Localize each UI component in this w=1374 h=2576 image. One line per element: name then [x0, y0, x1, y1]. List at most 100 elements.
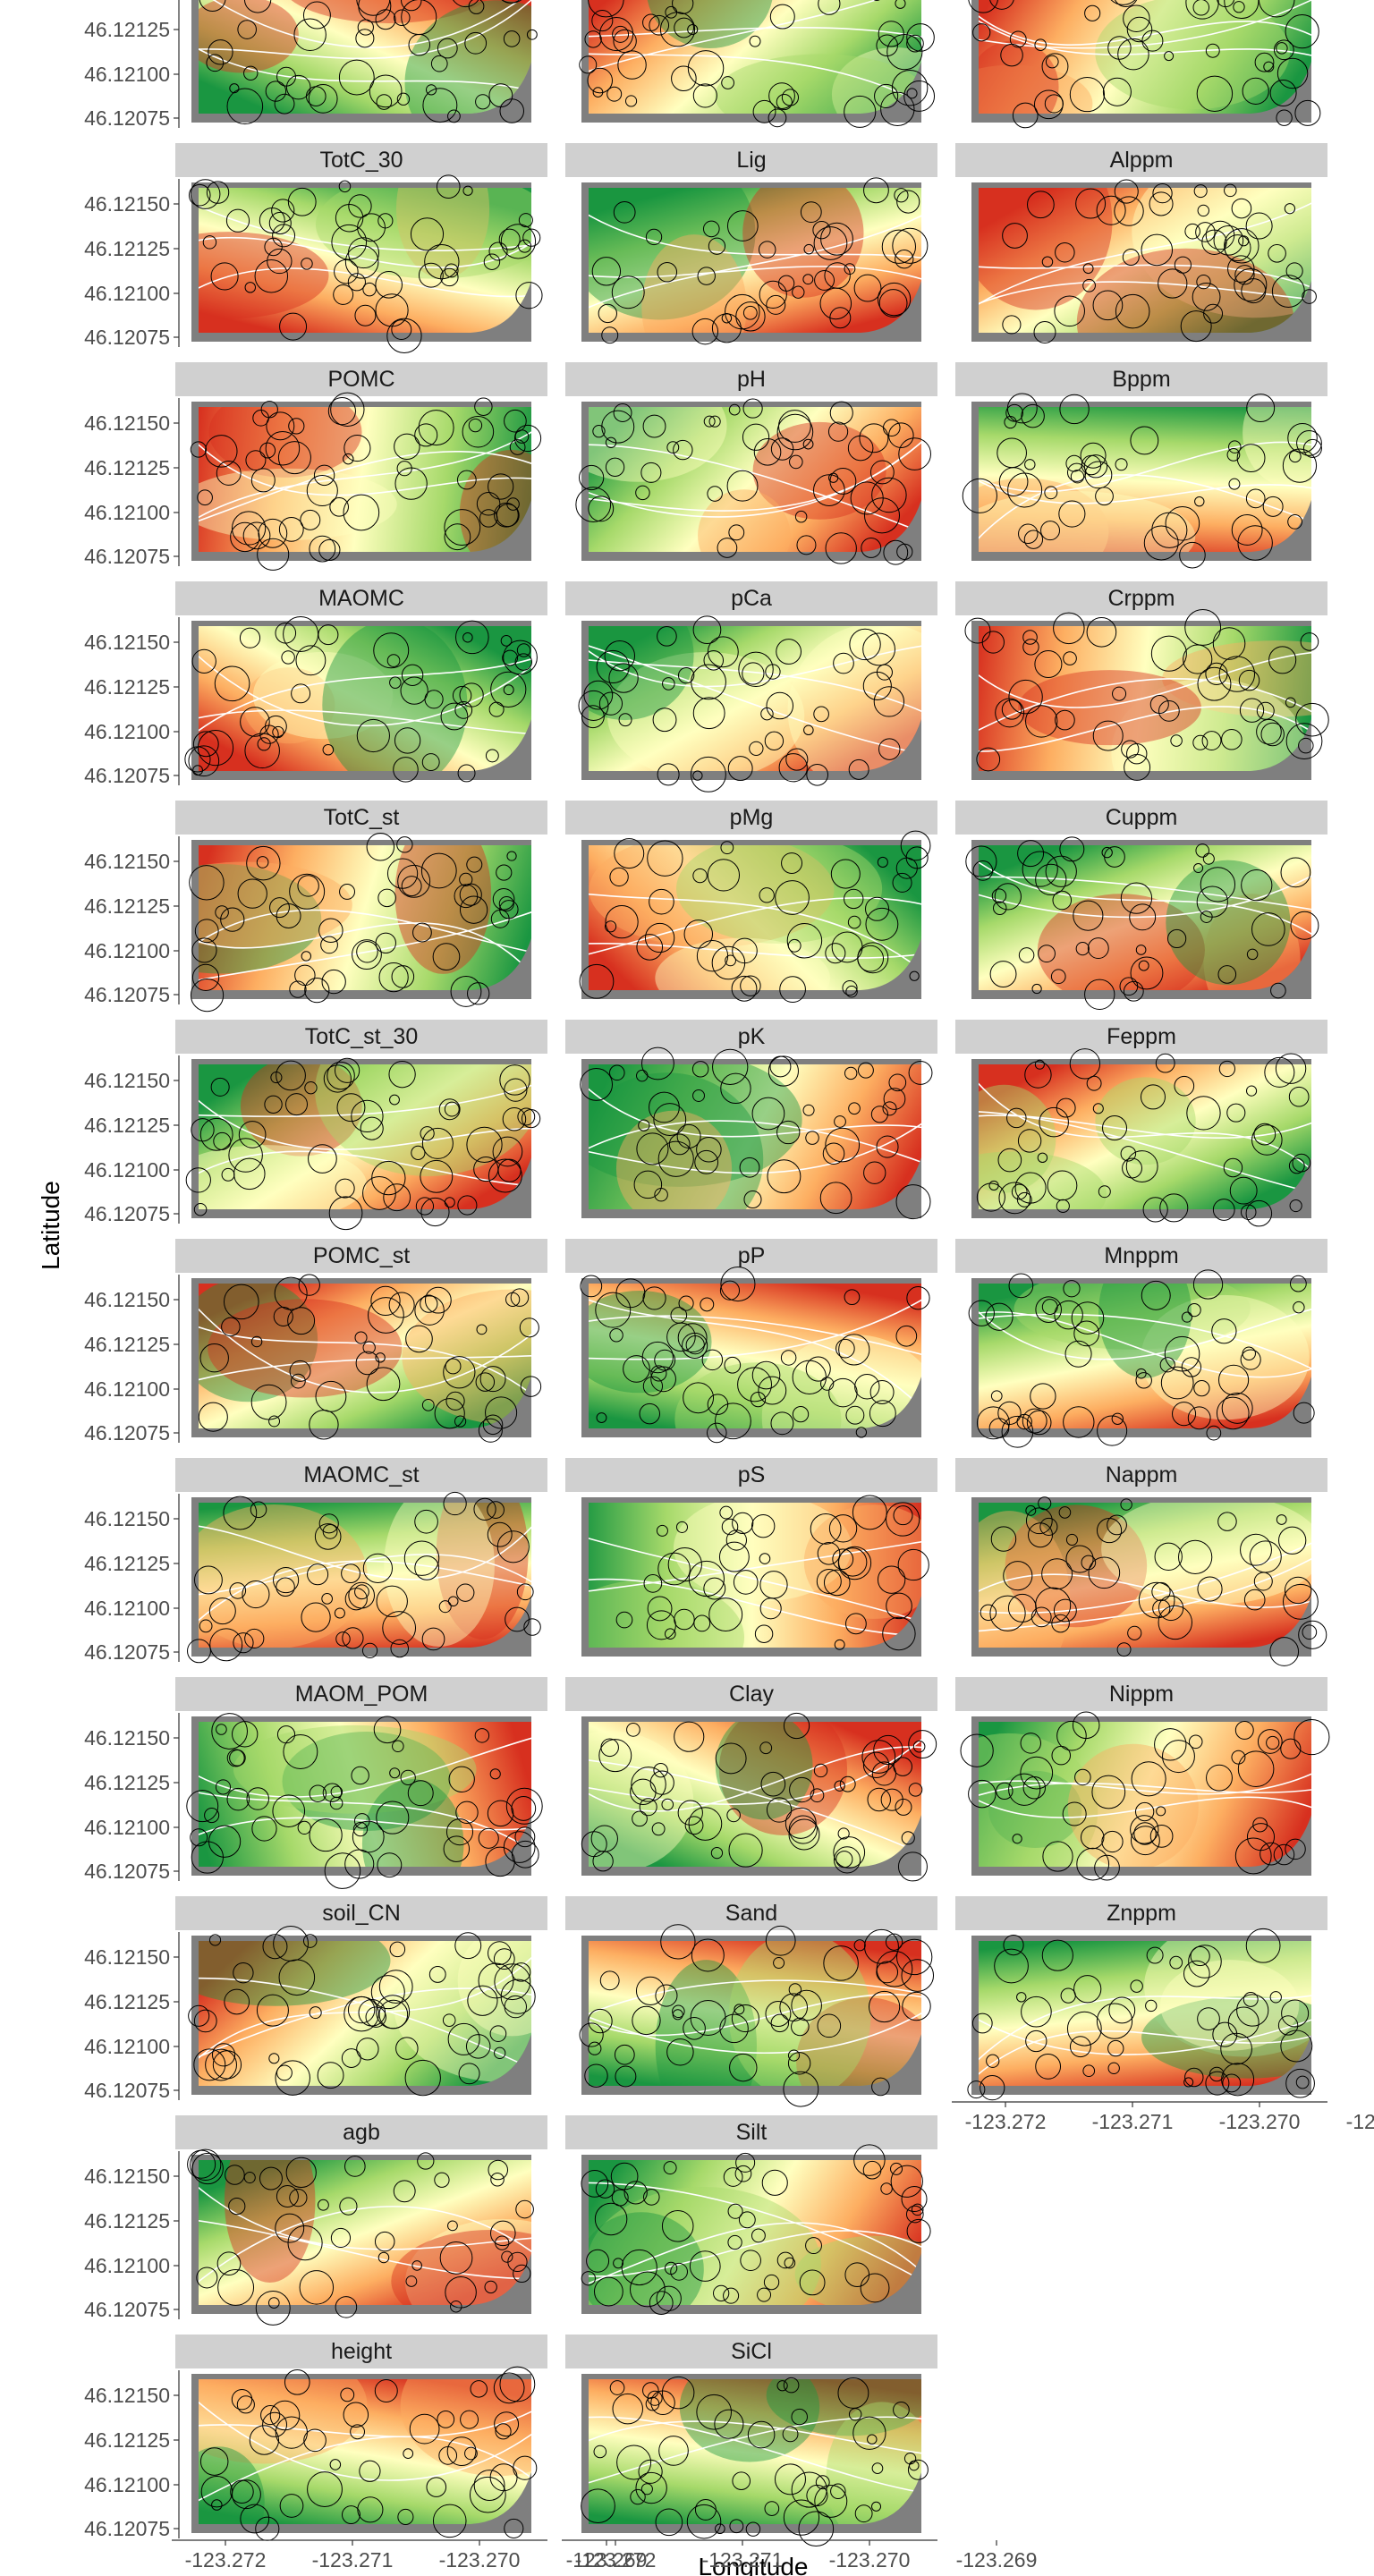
sample-point	[842, 979, 858, 996]
sample-point	[1039, 1517, 1058, 1536]
sample-point	[1289, 1199, 1302, 1213]
sample-point	[318, 538, 341, 562]
facet-strip	[565, 1677, 937, 1711]
sample-point	[494, 2046, 506, 2059]
contour-line	[199, 236, 531, 268]
sample-point	[1075, 188, 1107, 219]
sample-point	[839, 1775, 856, 1792]
x-tick-label: -123.269	[1346, 2110, 1374, 2133]
sample-point	[854, 2504, 873, 2523]
sample-point	[1033, 320, 1056, 343]
sample-point	[1285, 1838, 1306, 1860]
heat-blob	[655, 937, 831, 990]
sample-point	[1221, 728, 1243, 750]
sample-point	[489, 1768, 501, 1780]
heat-blob	[199, 861, 352, 948]
sample-point	[663, 2161, 677, 2175]
sample-point	[1241, 869, 1273, 902]
sample-point	[1285, 697, 1296, 708]
sample-point	[1238, 669, 1260, 691]
sample-point	[824, 262, 851, 289]
sample-point	[799, 2269, 826, 2296]
sample-point	[819, 1182, 852, 1215]
contour-line	[199, 451, 531, 524]
sample-point	[502, 649, 519, 666]
x-tick-label: -123.272	[575, 2548, 657, 2572]
sample-point	[687, 23, 699, 36]
sample-point	[377, 2251, 390, 2264]
sample-point	[976, 747, 1001, 772]
sample-point	[327, 1061, 355, 1090]
heat-blob	[646, 0, 774, 49]
sample-point	[1179, 541, 1206, 569]
sample-point	[354, 304, 377, 326]
sample-point	[343, 2402, 369, 2428]
sample-point	[1224, 0, 1260, 20]
sample-point	[682, 1332, 708, 1359]
sample-point	[1234, 265, 1255, 285]
sample-point	[355, 1351, 380, 1376]
contour-line	[199, 1977, 531, 2071]
sample-point	[1285, 262, 1303, 280]
sample-point	[503, 30, 521, 47]
sample-point	[1268, 243, 1286, 263]
sample-point	[244, 733, 280, 769]
sample-point	[898, 437, 931, 470]
sample-point	[774, 2463, 806, 2496]
facet-strip-label: Feppm	[1107, 1024, 1176, 1049]
sample-point	[192, 731, 219, 758]
heat-field	[979, 1722, 1311, 1867]
sample-point	[306, 474, 338, 507]
sample-point	[388, 1292, 415, 1318]
sample-point	[1188, 1734, 1203, 1750]
contour-line	[979, 1573, 1311, 1608]
sample-point	[1044, 94, 1064, 114]
sample-point	[341, 1563, 360, 1584]
sample-point	[604, 920, 617, 933]
sample-point	[464, 31, 488, 55]
heat-field	[199, 0, 531, 114]
sample-point	[813, 226, 848, 260]
sample-point	[1045, 55, 1059, 69]
sample-point	[1114, 179, 1139, 204]
sample-point	[642, 13, 660, 31]
sample-point	[327, 397, 356, 426]
sample-point	[707, 1394, 729, 1415]
sample-point	[1066, 462, 1087, 482]
sample-point	[1120, 1498, 1132, 1511]
sample-point	[401, 876, 422, 897]
contour-line	[199, 1354, 531, 1382]
sample-point	[849, 628, 881, 661]
contour-line	[979, 1541, 1311, 1614]
sample-point	[377, 888, 396, 908]
sample-point	[1260, 722, 1285, 747]
sample-point	[383, 1183, 411, 1212]
sample-point	[503, 640, 538, 675]
sample-point	[256, 856, 269, 869]
sample-point	[1012, 1834, 1022, 1844]
sample-point	[785, 748, 809, 771]
sample-point	[892, 872, 912, 893]
sample-point	[356, 718, 390, 753]
facet-panel: Lig	[565, 143, 937, 345]
sample-point	[373, 632, 410, 669]
facet-strip	[955, 1239, 1327, 1273]
sample-point	[1140, 1084, 1166, 1110]
sample-point	[1227, 255, 1255, 283]
sample-point	[1131, 1761, 1166, 1797]
sample-point	[498, 228, 521, 250]
y-tick-label: 46.12075	[84, 2079, 170, 2102]
sample-point	[401, 664, 424, 686]
sample-point	[672, 2009, 683, 2021]
sample-point	[504, 2518, 524, 2538]
sample-point	[1141, 1280, 1171, 1310]
sample-point	[459, 883, 482, 906]
sample-point	[844, 888, 864, 910]
sample-point	[454, 1932, 482, 1960]
sample-point	[759, 280, 787, 309]
sample-point	[600, 1738, 619, 1758]
sample-point	[499, 98, 524, 123]
